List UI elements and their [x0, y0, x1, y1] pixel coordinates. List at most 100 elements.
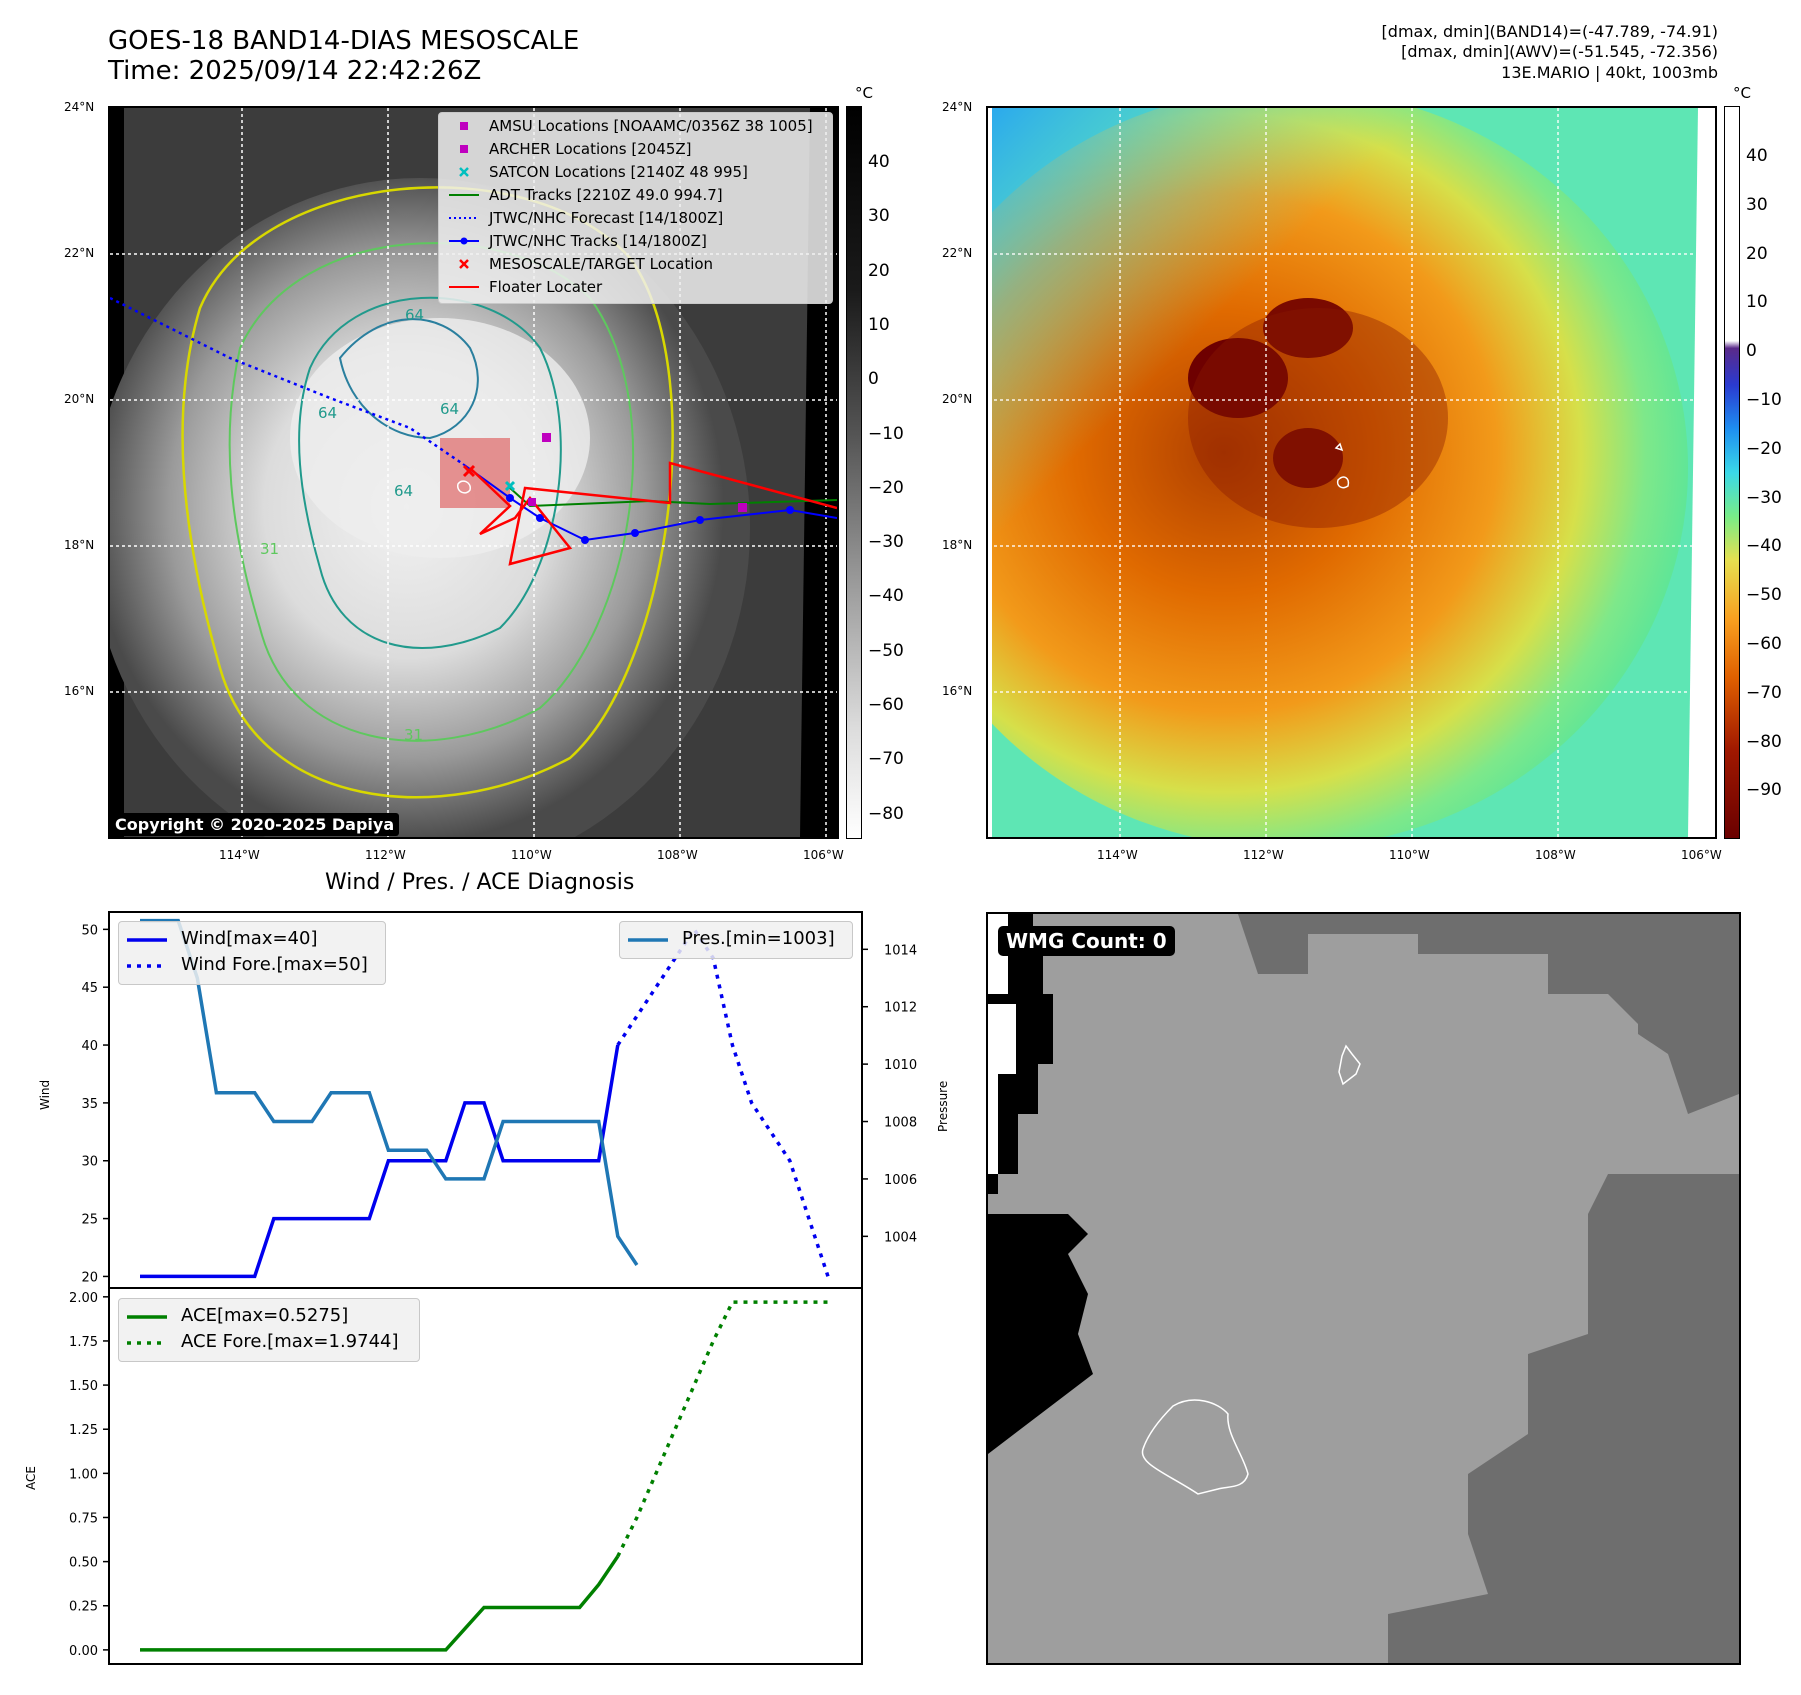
lon-label: 112°W	[1243, 848, 1284, 862]
series-line-ace-fore	[616, 1300, 828, 1558]
map-legend: AMSU Locations [NOAAMC/0356Z 38 1005] AR…	[438, 112, 833, 304]
copyright-label: Copyright © 2020-2025 Dapiya	[110, 813, 400, 836]
lat-label: 24°N	[64, 100, 95, 114]
colorbar-tick: 20	[868, 260, 890, 281]
amsu-marker-2	[738, 503, 747, 512]
ace-y-tick-label: 0.50	[69, 1556, 98, 1571]
colorbar-tick: −70	[1746, 682, 1782, 703]
figure-title-line2: Time: 2025/09/14 22:42:26Z	[108, 56, 482, 86]
jtwc-best-track	[462, 463, 837, 542]
colorbar-tick: 40	[1746, 146, 1768, 166]
colorbar-tick: −10	[1746, 390, 1782, 410]
diagnosis-title: Wind / Pres. / ACE Diagnosis	[325, 870, 635, 895]
pressure-y-tick-label: 1010	[884, 1058, 917, 1073]
pressure-y-tick-label: 1008	[884, 1116, 917, 1131]
ace-y-tick-label: 1.00	[69, 1467, 98, 1482]
satcon-marker	[504, 480, 516, 492]
colorbar-tick: 0	[1746, 341, 1757, 362]
colorbar-tick: −10	[868, 423, 904, 444]
contour-label: 64	[405, 306, 425, 324]
colorbar-tick: 10	[868, 314, 890, 335]
wind-y-tick-label: 25	[81, 1213, 98, 1228]
contour-label: 64	[440, 400, 460, 418]
colorbar-tick: −60	[1746, 634, 1782, 654]
colorbar-tick: 30	[868, 206, 890, 227]
colorbar-tick: −90	[1746, 780, 1782, 801]
wmg-panel: WMG Count: 0	[986, 912, 1741, 1665]
lon-label: 110°W	[1389, 848, 1430, 862]
lon-label: 108°W	[657, 848, 698, 862]
pressure-y-tick-label: 1012	[884, 1001, 917, 1016]
lon-label: 112°W	[365, 848, 406, 862]
ace-y-tick-label: 0.75	[69, 1511, 98, 1526]
ace-y-tick-label: 2.00	[69, 1291, 98, 1306]
colorbar-tick: −30	[1746, 487, 1782, 508]
lon-label: 108°W	[1535, 848, 1576, 862]
archer-marker	[542, 433, 551, 442]
colorbar-tick: 40	[868, 152, 890, 172]
lat-label: 24°N	[942, 100, 973, 114]
series-line-pres	[140, 918, 639, 1266]
colorbar-tick: −40	[868, 586, 904, 607]
colorbar-tick: −40	[1746, 536, 1782, 557]
ace-y-tick-label: 0.00	[69, 1644, 98, 1659]
lat-label: 18°N	[64, 538, 95, 552]
ace-y-tick-label: 1.50	[69, 1379, 98, 1394]
lat-label: 20°N	[942, 392, 973, 406]
ace-axis-label: ACE	[24, 1466, 38, 1490]
wind-y-tick-label: 35	[81, 1097, 98, 1112]
legend-wind-fore: Wind Fore.[max=50]	[181, 954, 368, 975]
wmg-image	[988, 914, 1739, 1663]
colorbar-tick: 30	[1746, 194, 1768, 215]
pressure-axis-label: Pressure	[936, 1080, 950, 1132]
ace-y-tick-label: 0.25	[69, 1600, 98, 1615]
target-marker	[462, 464, 476, 478]
lon-label: 106°W	[1681, 848, 1722, 862]
lat-label: 18°N	[942, 538, 973, 552]
ir-map-panel: 64 64 64 64 31 31 AMSU Locations [NOAAMC…	[108, 106, 839, 839]
pressure-y-tick-label: 1004	[884, 1230, 917, 1245]
awv-colorbar-unit: °C	[1733, 84, 1751, 102]
series-line-ace	[140, 1555, 620, 1652]
pressure-y-tick-label: 1006	[884, 1173, 917, 1188]
lat-label: 16°N	[64, 684, 95, 698]
awv-map-panel	[986, 106, 1717, 839]
series-line-wind-fore	[616, 926, 830, 1277]
lat-label: 22°N	[64, 246, 95, 260]
wmg-count-badge: WMG Count: 0	[998, 926, 1175, 956]
awv-colorbar	[1724, 106, 1740, 839]
info-line1: [dmax, dmin](BAND14)=(-47.789, -74.91)	[1381, 22, 1718, 41]
legend-ace: ACE[max=0.5275]	[181, 1305, 349, 1326]
lon-label: 114°W	[219, 848, 260, 862]
figure-title-line1: GOES-18 BAND14-DIAS MESOSCALE	[108, 26, 580, 56]
colorbar-tick: −30	[868, 532, 904, 553]
contour-label: 64	[394, 482, 414, 500]
lon-label: 110°W	[511, 848, 552, 862]
legend-ace-fore: ACE Fore.[max=1.9744]	[181, 1331, 399, 1352]
series-line-wind	[140, 1044, 620, 1279]
info-line2: [dmax, dmin](AWV)=(-51.545, -72.356)	[1401, 42, 1718, 61]
wind-y-tick-label: 50	[81, 923, 98, 938]
wind-y-tick-label: 30	[81, 1155, 98, 1170]
wind-axis-label: Wind	[38, 1079, 52, 1110]
info-line3: 13E.MARIO | 40kt, 1003mb	[1501, 63, 1718, 82]
floater-locater-track	[469, 461, 837, 566]
awv-map-image	[988, 108, 1715, 837]
ir-colorbar-unit: °C	[855, 84, 873, 102]
colorbar-tick: −50	[1746, 585, 1782, 606]
colorbar-tick: −70	[868, 749, 904, 770]
lat-label: 22°N	[942, 246, 973, 260]
colorbar-tick: 20	[1746, 243, 1768, 264]
colorbar-tick: −50	[868, 640, 904, 661]
colorbar-tick: −20	[868, 477, 904, 498]
contour-label: 31	[260, 540, 280, 558]
ir-colorbar	[846, 106, 862, 839]
contour-label: 64	[318, 404, 338, 422]
legend-wind: Wind[max=40]	[181, 928, 318, 949]
lon-label: 114°W	[1097, 848, 1138, 862]
colorbar-tick: 0	[868, 369, 879, 390]
contour-label: 31	[404, 726, 424, 744]
pressure-y-tick-label: 1014	[884, 943, 917, 958]
lat-label: 20°N	[64, 392, 95, 406]
